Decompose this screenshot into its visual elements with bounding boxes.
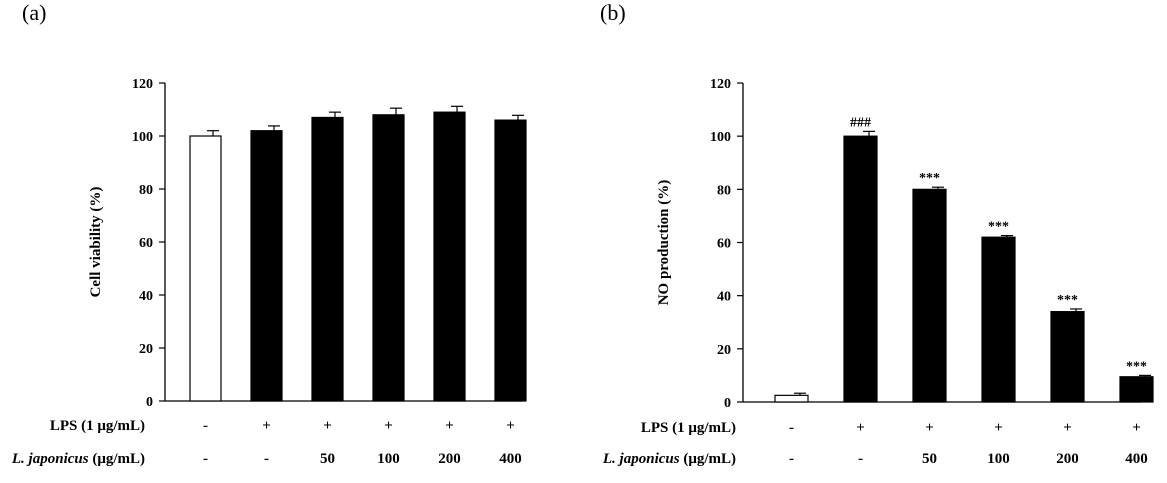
condition-value: -	[789, 451, 794, 467]
y-tick-label: 80	[717, 183, 731, 198]
condition-row-label-species: L. japonicus	[602, 451, 680, 467]
condition-value: 50	[922, 451, 937, 467]
condition-value: +	[323, 418, 332, 434]
condition-row-label: L. japonicus (μg/mL)	[602, 451, 736, 467]
y-tick-label: 0	[724, 396, 731, 411]
condition-value: +	[1132, 420, 1141, 436]
condition-value: +	[384, 418, 393, 434]
y-axis-title: Cell viability (%)	[88, 187, 104, 298]
y-tick-label: 100	[710, 130, 731, 145]
y-tick-label: 40	[139, 289, 153, 304]
condition-value: +	[445, 418, 454, 434]
bar	[843, 135, 878, 403]
panel-a: (a) 0 20 40 60 80 100 120 Cell viability (%) LPS …	[11, 0, 527, 467]
y-tick-label: 60	[717, 237, 731, 252]
bar	[250, 130, 283, 402]
condition-value: 400	[1125, 451, 1148, 467]
y-tick-label: 20	[139, 342, 153, 357]
condition-row-label: LPS (1 μg/mL)	[641, 420, 736, 436]
y-tick-label: 20	[717, 343, 731, 358]
y-tick-label: 120	[710, 77, 731, 92]
condition-value: 50	[320, 451, 335, 467]
bar	[774, 394, 809, 403]
condition-row-label-unit: (μg/mL)	[89, 451, 145, 467]
bar	[189, 135, 222, 402]
condition-value: -	[789, 420, 794, 436]
significance-mark: ***	[1057, 293, 1078, 308]
condition-row-label: LPS (1 μg/mL)	[50, 418, 145, 434]
bar	[912, 188, 947, 403]
y-tick-label: 80	[139, 183, 153, 198]
condition-row-label-species: L. japonicus	[11, 451, 89, 467]
condition-value: +	[1063, 420, 1072, 436]
condition-value: +	[856, 420, 865, 436]
bar	[981, 236, 1016, 403]
y-tick-label: 0	[146, 395, 153, 410]
y-axis-title: NO production (%)	[656, 180, 672, 306]
bar	[311, 116, 344, 402]
condition-row-label-unit: (μg/mL)	[680, 451, 736, 467]
condition-value: 200	[1056, 451, 1079, 467]
condition-value: -	[203, 418, 208, 434]
y-tick-label: 60	[139, 236, 153, 251]
bar	[1119, 376, 1154, 403]
bar	[1050, 311, 1085, 403]
condition-value: +	[925, 420, 934, 436]
bar	[433, 111, 466, 402]
y-tick-label: 40	[717, 290, 731, 305]
condition-value: 100	[377, 451, 400, 467]
condition-value: 100	[987, 451, 1010, 467]
panel-label: (a)	[22, 0, 46, 25]
panel-b: (b) 0 20 40 60 80 100 120 NO production (%) ### **…	[600, 0, 1154, 467]
y-tick-label: 120	[132, 77, 153, 92]
condition-value: -	[264, 451, 269, 467]
y-tick-label: 100	[132, 130, 153, 145]
bar	[372, 114, 405, 402]
bar	[494, 119, 527, 402]
condition-value: +	[506, 418, 515, 434]
significance-mark: ***	[1126, 359, 1147, 374]
significance-mark: ***	[988, 220, 1009, 235]
panel-label: (b)	[600, 0, 626, 25]
condition-value: +	[262, 418, 271, 434]
significance-mark: ###	[850, 115, 871, 130]
condition-value: -	[858, 451, 863, 467]
condition-value: -	[203, 451, 208, 467]
condition-value: 200	[438, 451, 461, 467]
condition-value: +	[994, 420, 1003, 436]
significance-mark: ***	[919, 171, 940, 186]
condition-value: 400	[499, 451, 522, 467]
condition-row-label: L. japonicus (μg/mL)	[11, 451, 145, 467]
